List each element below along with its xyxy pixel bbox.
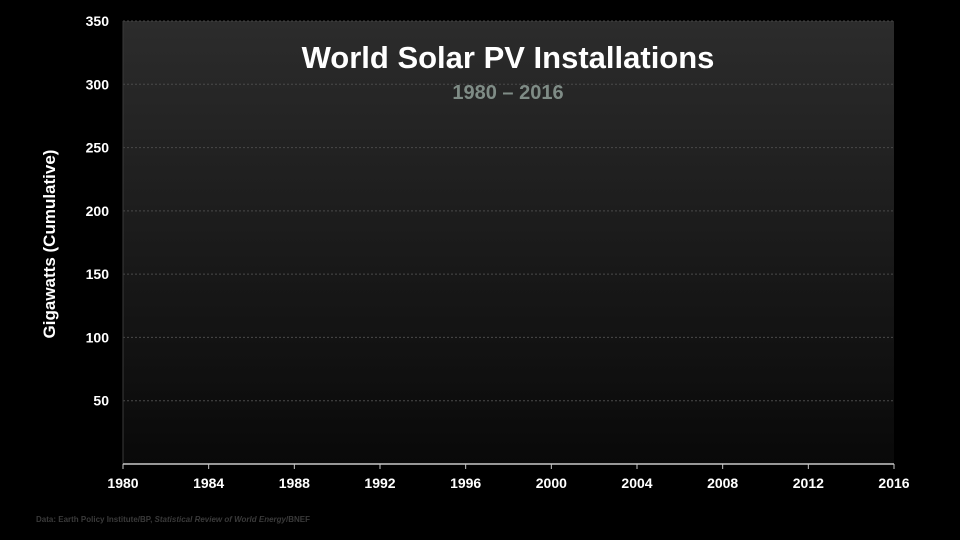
x-tick-label: 1980: [107, 475, 138, 491]
y-tick-label: 100: [86, 329, 110, 345]
x-tick-label: 2012: [793, 475, 824, 491]
y-tick-label: 50: [93, 393, 109, 409]
y-axis-label: Gigawatts (Cumulative): [40, 150, 59, 339]
y-tick-label: 350: [86, 13, 110, 29]
grid-lines: [123, 20, 894, 402]
chart-subtitle: 1980 – 2016: [452, 82, 563, 104]
plot-area: [123, 21, 894, 464]
axes: [122, 21, 895, 469]
x-tick-label: 1992: [364, 475, 395, 491]
x-tick-label: 1988: [279, 475, 310, 491]
y-tick-label: 300: [86, 76, 110, 92]
y-tick-labels: 50 100 150 200 250 300 350: [86, 13, 110, 409]
source-suffix: /BNEF: [286, 515, 310, 524]
x-tick-label: 2004: [621, 475, 652, 491]
source-publication: Statistical Review of World Energy: [154, 515, 286, 524]
x-tick-label: 2000: [536, 475, 567, 491]
x-tick-labels: 1980 1984 1988 1992 1996 2000 2004 2008 2012 2016: [107, 475, 909, 491]
x-tick-label: 2008: [707, 475, 738, 491]
y-tick-label: 150: [86, 266, 110, 282]
source-note: Data: Earth Policy Institute/BP, Statist…: [36, 515, 310, 524]
x-tick-label: 1996: [450, 475, 481, 491]
x-tick-label: 2016: [878, 475, 909, 491]
y-tick-label: 200: [86, 203, 110, 219]
y-tick-label: 250: [86, 140, 110, 156]
source-prefix: Data: Earth Policy Institute/BP,: [36, 515, 155, 524]
x-tick-label: 1984: [193, 475, 224, 491]
chart-title: World Solar PV Installations: [302, 40, 715, 75]
